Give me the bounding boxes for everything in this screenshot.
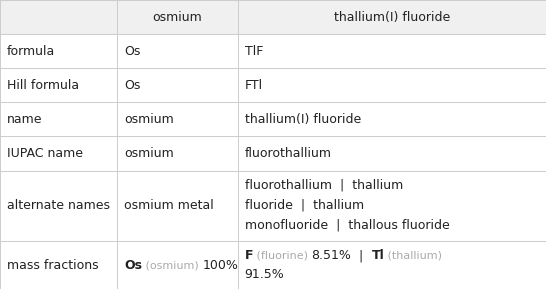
Text: osmium: osmium [152, 11, 203, 23]
Text: FTl: FTl [245, 79, 263, 92]
Text: 100%: 100% [203, 259, 239, 272]
Text: osmium: osmium [124, 113, 174, 126]
Bar [0, 0, 546, 34]
Text: mass fractions: mass fractions [7, 259, 99, 272]
Text: Os: Os [124, 259, 143, 272]
Text: alternate names: alternate names [7, 199, 110, 212]
Text: monofluoride  |  thallous fluoride: monofluoride | thallous fluoride [245, 219, 449, 231]
Text: fluoride  |  thallium: fluoride | thallium [245, 199, 364, 211]
Text: 8.51%: 8.51% [312, 249, 352, 262]
Text: Os: Os [124, 45, 141, 58]
Text: |: | [352, 249, 372, 262]
Text: name: name [7, 113, 43, 126]
Text: thallium(I) fluoride: thallium(I) fluoride [334, 11, 450, 23]
Text: thallium(I) fluoride: thallium(I) fluoride [245, 113, 361, 126]
Text: 91.5%: 91.5% [245, 268, 284, 281]
Text: osmium: osmium [124, 147, 174, 160]
Text: (thallium): (thallium) [384, 251, 442, 261]
Text: osmium metal: osmium metal [124, 199, 214, 212]
Text: fluorothallium: fluorothallium [245, 147, 331, 160]
Text: TlF: TlF [245, 45, 263, 58]
Text: formula: formula [7, 45, 55, 58]
Text: fluorothallium  |  thallium: fluorothallium | thallium [245, 178, 403, 191]
Text: F: F [245, 249, 253, 262]
Text: Tl: Tl [372, 249, 384, 262]
Text: IUPAC name: IUPAC name [7, 147, 83, 160]
Text: Hill formula: Hill formula [7, 79, 79, 92]
Text: Os: Os [124, 79, 141, 92]
Text: (fluorine): (fluorine) [253, 251, 312, 261]
Text: (osmium): (osmium) [143, 260, 203, 270]
